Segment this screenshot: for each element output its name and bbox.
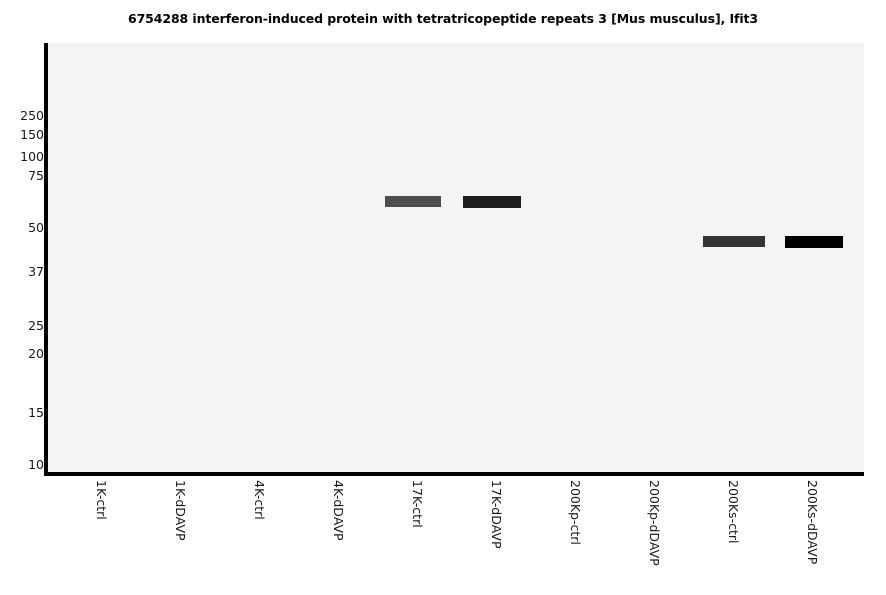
- x-axis-tick-label: 1K-ctrl: [94, 480, 109, 520]
- x-axis-line: [44, 472, 864, 476]
- plot-area: [48, 43, 864, 474]
- y-axis-tick-label: 37: [28, 264, 44, 279]
- gel-band: [385, 196, 441, 207]
- y-axis-tick-label: 25: [28, 318, 44, 333]
- x-axis-tick-label: 200Kp-dDAVP: [647, 480, 662, 566]
- x-axis-tick-label: 17K-ctrl: [410, 480, 425, 528]
- x-axis-tick-label: 200Kp-ctrl: [568, 480, 583, 545]
- y-axis-tick-labels: 250 150 100 75 50 37 25 20 15 10: [0, 0, 46, 595]
- y-axis-line: [44, 43, 48, 476]
- x-axis-tick-label: 17K-dDAVP: [489, 480, 504, 549]
- x-axis-tick-label: 200Ks-dDAVP: [805, 480, 820, 565]
- y-axis-tick-label: 100: [20, 149, 44, 164]
- gel-band: [785, 236, 843, 248]
- gel-band: [463, 196, 521, 208]
- gel-band: [703, 236, 765, 247]
- y-axis-tick-label: 250: [20, 108, 44, 123]
- x-axis-tick-label: 200Ks-ctrl: [726, 480, 741, 544]
- y-axis-tick-label: 20: [28, 346, 44, 361]
- plot-frame: [48, 43, 864, 474]
- y-axis-tick-label: 75: [28, 168, 44, 183]
- x-axis-tick-label: 4K-ctrl: [252, 480, 267, 520]
- x-axis-tick-label: 1K-dDAVP: [173, 480, 188, 541]
- y-axis-tick-label: 15: [28, 405, 44, 420]
- y-axis-tick-label: 150: [20, 127, 44, 142]
- y-axis-tick-label: 50: [28, 220, 44, 235]
- page-title: 6754288 interferon-induced protein with …: [127, 11, 759, 26]
- y-axis-tick-label: 10: [28, 457, 44, 472]
- x-axis-tick-label: 4K-dDAVP: [331, 480, 346, 541]
